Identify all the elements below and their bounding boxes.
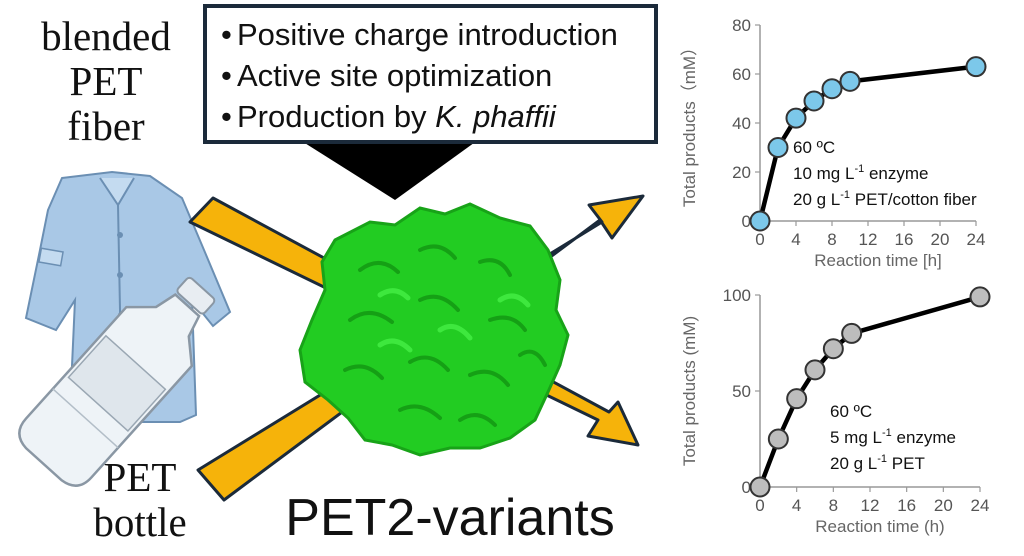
condition-annotation: 60 ºC [793,138,835,157]
annotation-text: PET [887,454,925,473]
annotation-text: PET/cotton fiber [850,190,977,209]
y-axis-label: Total products (mM) [680,316,699,466]
x-axis-label: Reaction time (h) [815,517,944,536]
annotation-superscript: -1 [877,453,887,465]
blended-pet-fiber-label: blended PET fiber [8,14,204,149]
x-tick-label: 16 [897,496,916,515]
label-line: PET [69,58,143,104]
annotation-text: 20 g L [793,190,840,209]
annotation-text: 10 mg L [793,164,854,183]
data-point [803,90,825,112]
data-point [785,107,807,129]
data-point [969,286,991,308]
feature-text: Active site optimization [237,58,553,93]
x-tick-label: 0 [755,496,764,515]
x-tick-label: 4 [791,230,800,249]
y-tick-label: 0 [742,478,751,497]
y-tick-label: 100 [723,286,751,305]
y-tick-label: 50 [732,382,751,401]
data-point [786,388,808,410]
data-point [749,476,771,498]
y-tick-label: 60 [732,65,751,84]
features-callout-box: • Positive charge introduction • Active si… [203,4,658,144]
feature-text: Production by [237,99,436,134]
annotation-text: 5 mg L [830,428,882,447]
annotation-text: 60 ºC [830,402,872,421]
label-line: fiber [67,103,145,149]
y-tick-label: 0 [742,212,751,231]
x-tick-label: 20 [934,496,953,515]
x-tick-label: 12 [861,496,880,515]
annotation-superscript: -1 [854,163,864,175]
data-point [767,428,789,450]
feature-text: Positive charge introduction [237,17,618,52]
x-tick-label: 16 [895,230,914,249]
annotation-superscript: -1 [882,427,892,439]
x-tick-label: 0 [755,230,764,249]
feature-item: • Active site optimization [221,58,553,93]
y-tick-label: 20 [732,163,751,182]
y-tick-label: 40 [732,114,751,133]
x-tick-label: 8 [827,230,836,249]
feature-item: • Production by K. phaffii [221,99,556,134]
condition-annotation: 5 mg L-1 enzyme [830,427,956,447]
label-line: bottle [93,499,187,545]
condition-annotation: 20 g L-1 PET/cotton fiber [793,189,977,209]
data-point [841,322,863,344]
x-tick-label: 8 [829,496,838,515]
annotation-text: enzyme [864,164,928,183]
annotation-superscript: -1 [840,189,850,201]
data-point [767,137,789,158]
data-point [821,78,843,100]
label-line: blended [41,13,171,59]
x-tick-label: 24 [971,496,990,515]
protein-structure-icon [298,202,570,457]
pet-bottle-label: PET bottle [60,455,220,545]
y-tick-label: 80 [732,16,751,35]
condition-annotation: 10 mg L-1 enzyme [793,163,928,183]
condition-annotation: 20 g L-1 PET [830,453,925,473]
x-axis-label: Reaction time [h] [814,251,942,270]
data-point [965,56,987,78]
data-point [822,338,844,360]
annotation-text: 20 g L [830,454,877,473]
condition-annotation: 60 ºC [830,402,872,421]
feature-item: • Positive charge introduction [221,17,618,52]
x-tick-label: 12 [859,230,878,249]
feature-italic-text: K. phaffii [435,99,556,134]
label-line: PET [103,454,177,500]
data-point [749,210,771,232]
callout-tail [300,140,478,200]
data-point [804,359,826,381]
data-point [839,70,861,92]
chart-pet-bottle: 0 50 100 0 4 8 12 16 20 24 Reaction time (h) Total … [680,286,991,536]
title-label: PET2-variants [285,489,615,547]
x-tick-label: 20 [931,230,950,249]
bottle-icon [18,276,216,487]
x-tick-label: 4 [792,496,801,515]
x-tick-label: 24 [967,230,986,249]
annotation-text: enzyme [892,428,956,447]
chart-pet-cotton-fiber: 0 20 40 60 80 0 4 8 12 16 20 24 Reaction time [h] Tot… [680,16,987,270]
annotation-text: 60 ºC [793,138,835,157]
y-axis-label: Total products（mM） [680,39,699,207]
